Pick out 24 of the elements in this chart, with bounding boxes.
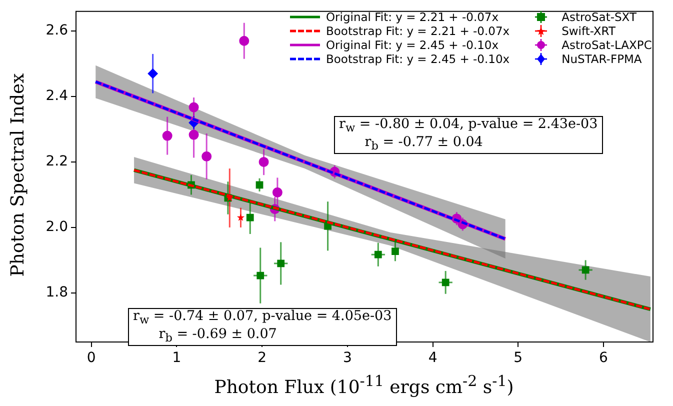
x-tick-label: 0 xyxy=(86,350,96,366)
legend-label: Swift-XRT xyxy=(562,24,616,38)
legend-label: Bootstrap Fit: y = 2.21 + -0.07x xyxy=(326,24,510,38)
legend-label: Original Fit: y = 2.45 + -0.10x xyxy=(326,38,499,52)
legend-label: Bootstrap Fit: y = 2.45 + -0.10x xyxy=(326,52,510,66)
x-axis-title: Photon Flux (10$^{-11}$ ergs cm$^{-2}$ s$^{-1}$) xyxy=(214,372,514,398)
x-tick-label: 1 xyxy=(172,350,182,366)
legend-label: AstroSat-SXT xyxy=(562,10,636,24)
annotation: r$_{w}$ = -0.74 ± 0.07, p-value = 4.05e-03 r$_{b}$ = -0.69 ± 0.07 xyxy=(128,308,397,346)
y-axis-title: Photon Spectral Index xyxy=(8,73,28,277)
legend-label: AstroSat-LAXPC xyxy=(562,38,652,52)
x-tick-label: 4 xyxy=(428,350,438,366)
y-tick-label: 2.0 xyxy=(46,219,68,236)
legend-label: NuSTAR-FPMA xyxy=(562,52,642,66)
legend-label: Original Fit: y = 2.21 + -0.07x xyxy=(326,10,499,24)
x-tick-label: 6 xyxy=(599,350,608,366)
x-tick-label: 3 xyxy=(342,350,352,366)
y-tick-label: 2.2 xyxy=(46,154,68,170)
y-tick-label: 2.6 xyxy=(46,22,68,39)
x-tick-label: 5 xyxy=(514,350,523,366)
y-tick-label: 1.8 xyxy=(46,284,68,301)
x-tick-label: 2 xyxy=(258,350,267,366)
annotation: r$_{w}$ = -0.80 ± 0.04, p-value = 2.43e-03 r$_{b}$ = -0.77 ± 0.04 xyxy=(334,116,603,154)
y-tick-label: 2.4 xyxy=(46,88,68,104)
